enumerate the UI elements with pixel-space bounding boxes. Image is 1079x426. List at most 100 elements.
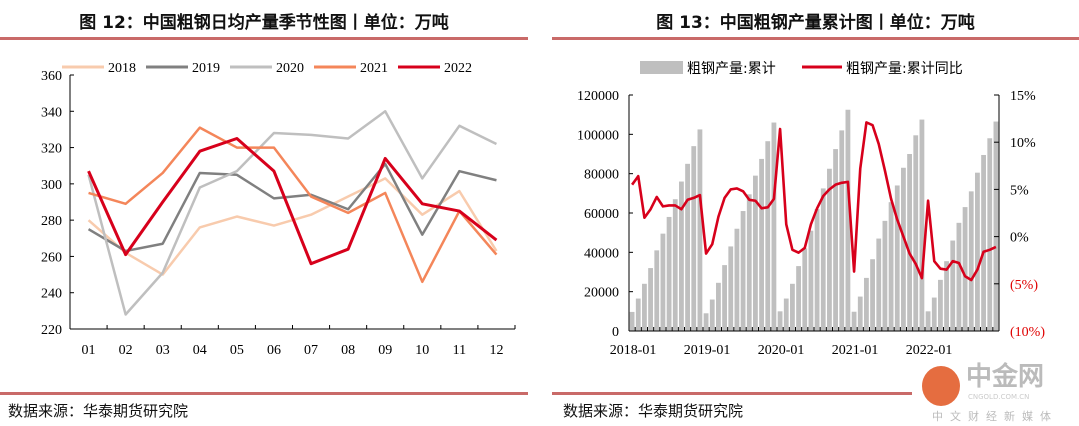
right-bar xyxy=(648,268,653,331)
right-right-y-tick-label: 15% xyxy=(1010,89,1036,104)
right-bar xyxy=(833,149,838,331)
right-bar xyxy=(746,194,752,331)
left-x-tick-label: 12 xyxy=(489,343,503,358)
right-bar xyxy=(635,298,641,331)
watermark: 中金网 CNGOLD.COM.CN 中文财经新媒体 xyxy=(922,362,1079,426)
right-bar xyxy=(820,188,826,331)
right-bar xyxy=(740,211,746,331)
right-left-y-tick-label: 0 xyxy=(612,325,619,340)
right-bar xyxy=(765,141,771,331)
left-legend-label-2021: 2021 xyxy=(360,61,388,76)
left-x-tick-label: 09 xyxy=(378,343,392,358)
right-left-y-tick-label: 120000 xyxy=(577,89,619,104)
right-left-y-tick-label: 40000 xyxy=(584,246,619,261)
right-bar xyxy=(672,199,678,331)
left-x-tick-label: 10 xyxy=(415,343,429,358)
left-series-line-2022 xyxy=(87,137,498,266)
right-bar xyxy=(913,135,919,331)
right-bar xyxy=(993,121,999,331)
left-x-tick-label: 02 xyxy=(119,343,133,358)
left-x-tick-label: 04 xyxy=(193,343,207,358)
right-bar xyxy=(870,259,875,331)
left-x-tick-label: 06 xyxy=(267,343,281,358)
right-bar xyxy=(796,266,801,331)
left-x-tick-label: 08 xyxy=(341,343,355,358)
right-bar xyxy=(802,248,808,331)
right-bar xyxy=(901,167,906,331)
left-y-tick-label: 220 xyxy=(41,323,62,338)
right-bar xyxy=(968,191,974,331)
right-legend-bar-label: 粗钢产量:累计 xyxy=(687,61,776,77)
right-bar xyxy=(851,311,857,331)
left-legend-label-2019: 2019 xyxy=(192,61,220,76)
right-bar xyxy=(962,207,968,331)
left-y-tick-label: 320 xyxy=(41,142,62,157)
right-legend-line-label: 粗钢产量:累计同比 xyxy=(846,61,963,77)
watermark-logo-icon xyxy=(922,366,960,406)
right-bar xyxy=(956,222,962,331)
right-bar xyxy=(919,119,925,331)
right-bar xyxy=(716,282,721,331)
right-bar xyxy=(666,216,672,331)
left-legend-label-2020: 2020 xyxy=(276,61,304,76)
right-bar xyxy=(783,298,789,331)
right-bar xyxy=(931,297,937,331)
right-bar xyxy=(759,158,764,331)
left-source: 数据来源：华泰期货研究院 xyxy=(8,402,189,420)
right-x-tick-label: 2020-01 xyxy=(758,343,805,358)
right-bar xyxy=(697,129,703,331)
right-x-tick-label: 2019-01 xyxy=(684,343,731,358)
left-x-tick-label: 01 xyxy=(82,343,96,358)
right-bar xyxy=(894,185,900,331)
left-y-tick-label: 240 xyxy=(41,287,62,302)
left-series-line-2021 xyxy=(88,126,498,284)
right-bar xyxy=(808,230,814,331)
right-bar xyxy=(882,220,888,331)
right-bar xyxy=(845,109,851,331)
right-left-y-tick-label: 80000 xyxy=(584,168,619,183)
left-x-tick-label: 05 xyxy=(230,343,244,358)
left-y-tick-label: 340 xyxy=(41,105,62,120)
right-bar xyxy=(703,313,709,331)
left-x-tick-label: 11 xyxy=(453,343,466,358)
right-bar xyxy=(950,240,956,331)
right-bar xyxy=(888,202,894,331)
left-series-line-2019 xyxy=(87,162,497,253)
left-y-tick-label: 360 xyxy=(41,69,62,84)
right-bar xyxy=(876,238,882,331)
left-footer-rule xyxy=(0,392,528,395)
right-bar xyxy=(987,138,993,331)
right-source: 数据来源：华泰期货研究院 xyxy=(563,402,744,420)
right-bar xyxy=(722,265,727,331)
right-right-y-tick-label: (5%) xyxy=(1010,278,1038,293)
right-x-tick-label: 2018-01 xyxy=(610,343,657,358)
right-bar xyxy=(827,168,832,331)
right-left-y-tick-label: 20000 xyxy=(584,286,619,301)
right-yoy-line xyxy=(631,121,997,282)
right-bar xyxy=(629,311,635,331)
right-bar xyxy=(709,299,715,331)
right-bar xyxy=(864,277,869,331)
left-y-tick-label: 260 xyxy=(41,250,62,265)
left-series-line-2020 xyxy=(87,110,498,316)
left-x-tick-label: 07 xyxy=(304,343,318,358)
right-bar xyxy=(975,172,980,331)
right-chart-title: 图 13：中国粗钢产量累计图丨单位：万吨 xyxy=(656,13,975,33)
right-bar xyxy=(691,146,697,331)
left-legend-label-2022: 2022 xyxy=(444,61,472,76)
right-bar xyxy=(660,233,666,331)
right-right-y-tick-label: (10%) xyxy=(1010,325,1045,340)
right-right-y-tick-label: 5% xyxy=(1010,183,1029,198)
left-series-line-2018 xyxy=(87,177,498,276)
right-x-tick-label: 2021-01 xyxy=(832,343,879,358)
watermark-name: 中金网 xyxy=(966,362,1045,392)
right-footer-rule xyxy=(552,392,912,395)
watermark-url: CNGOLD.COM.CN xyxy=(968,393,1030,401)
right-bar xyxy=(679,181,684,331)
right-bar xyxy=(944,261,949,331)
left-x-tick-label: 03 xyxy=(156,343,170,358)
right-bar xyxy=(925,311,931,331)
left-y-tick-label: 280 xyxy=(41,214,62,229)
left-legend-label-2018: 2018 xyxy=(108,61,136,76)
